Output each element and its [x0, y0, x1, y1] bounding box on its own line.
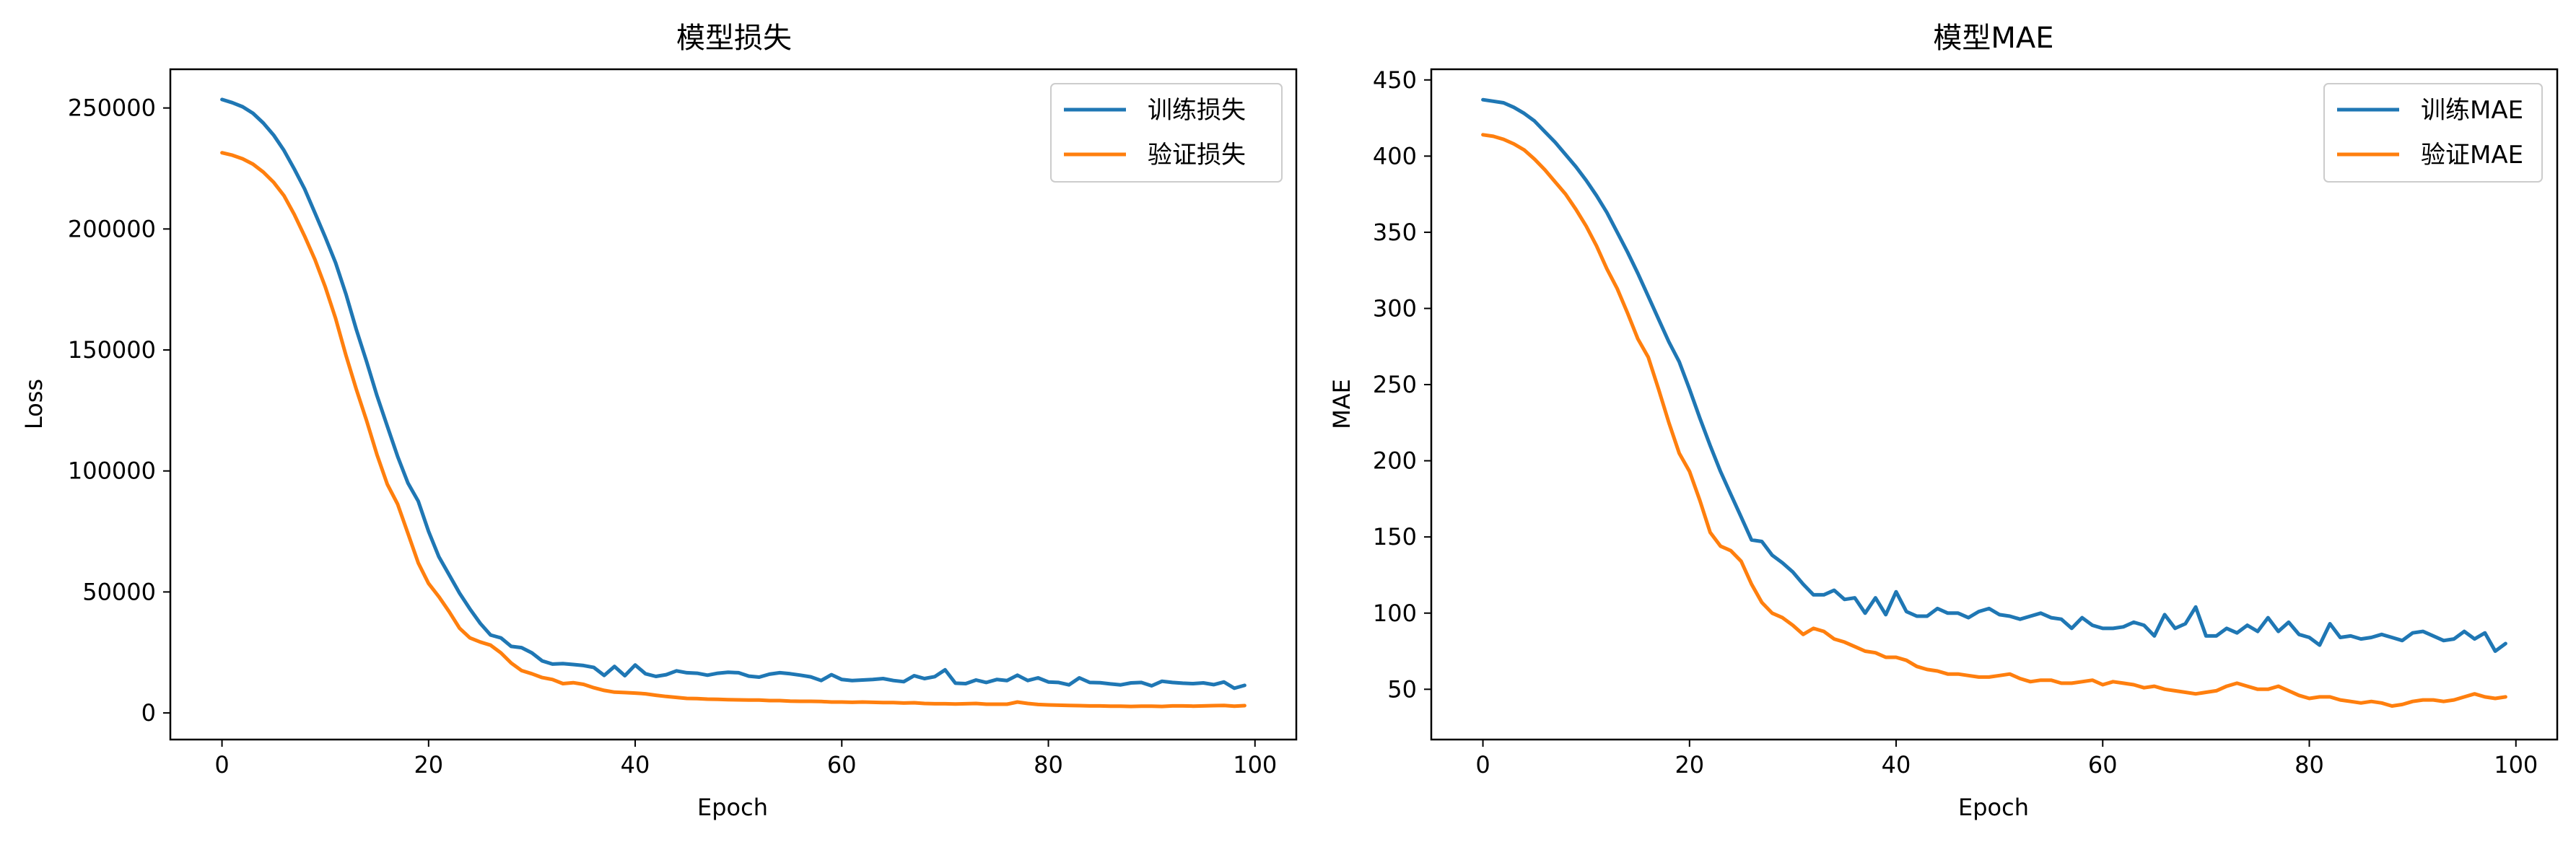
mae-y-tick-label: 200	[1373, 447, 1417, 475]
mae-x-tick-label: 100	[2494, 751, 2538, 779]
mae-y-tick-label: 150	[1373, 523, 1417, 551]
mae-chart-title: 模型MAE	[1933, 22, 2053, 55]
loss-y-tick-label: 200000	[68, 215, 156, 242]
loss-y-tick-label: 0	[141, 699, 156, 727]
loss-x-tick-label: 0	[214, 751, 229, 779]
mae-chart-axes-frame	[1430, 68, 2559, 741]
loss-chart-series	[220, 97, 1246, 709]
mae-x-tick-label: 80	[2295, 751, 2324, 779]
loss-y-tick-label: 100000	[68, 457, 156, 485]
loss-chart-title: 模型损失	[676, 22, 792, 55]
mae-y-tick-label: 350	[1373, 219, 1417, 246]
loss-y-tick-label: 150000	[68, 336, 156, 364]
loss-chart: 模型损失 0 20 40 60 80 100 0 50000 100000 150000 20000…	[20, 22, 1298, 821]
mae-chart-ticks: 0 20 40 60 80 100 50 100 150 200 250 300 350 400 450	[1373, 66, 2538, 779]
loss-chart-axes-frame	[169, 68, 1298, 741]
mae-y-tick-label: 250	[1373, 371, 1417, 398]
loss-x-tick-label: 60	[827, 751, 857, 779]
loss-y-tick-label: 250000	[68, 95, 156, 122]
mae-val-series-line	[1481, 133, 2507, 708]
mae-chart-series	[1481, 97, 2507, 708]
mae-chart-legend-label-train: 训练MAE	[2421, 96, 2523, 125]
loss-chart-y-axis-label: Loss	[20, 379, 48, 429]
mae-y-tick-label: 450	[1373, 66, 1417, 94]
mae-x-tick-label: 0	[1475, 751, 1490, 779]
mae-y-tick-label: 100	[1373, 600, 1417, 627]
loss-chart-legend: 训练损失 验证损失	[1050, 83, 1283, 183]
mae-x-tick-label: 20	[1675, 751, 1704, 779]
loss-val-series-line	[220, 151, 1246, 709]
mae-chart-x-axis-label: Epoch	[1958, 794, 2029, 821]
loss-y-tick-label: 50000	[82, 578, 156, 605]
loss-chart-x-axis-label: Epoch	[697, 794, 768, 821]
mae-chart-legend: 训练MAE 验证MAE	[2323, 83, 2543, 183]
mae-x-tick-label: 40	[1882, 751, 1911, 779]
mae-y-tick-label: 50	[1387, 675, 1417, 703]
loss-chart-legend-label-train: 训练损失	[1148, 96, 1246, 125]
loss-train-series-line	[220, 97, 1246, 690]
loss-chart-legend-label-val: 验证损失	[1148, 141, 1246, 170]
mae-y-tick-label: 400	[1373, 142, 1417, 170]
mae-train-series-line	[1481, 97, 2507, 653]
mae-x-tick-label: 60	[2088, 751, 2118, 779]
mae-chart: 模型MAE 0 20 40 60 80 100 50 100 150 200 250 300 350 40…	[1328, 22, 2559, 821]
mae-y-tick-label: 300	[1373, 294, 1417, 322]
loss-x-tick-label: 100	[1233, 751, 1277, 779]
mae-chart-y-axis-label: MAE	[1328, 379, 1355, 429]
mae-chart-legend-label-val: 验证MAE	[2421, 141, 2523, 170]
loss-x-tick-label: 80	[1034, 751, 1063, 779]
loss-chart-ticks: 0 20 40 60 80 100 0 50000 100000 150000 200000 2500…	[68, 95, 1277, 779]
loss-x-tick-label: 40	[621, 751, 650, 779]
loss-x-tick-label: 20	[414, 751, 443, 779]
